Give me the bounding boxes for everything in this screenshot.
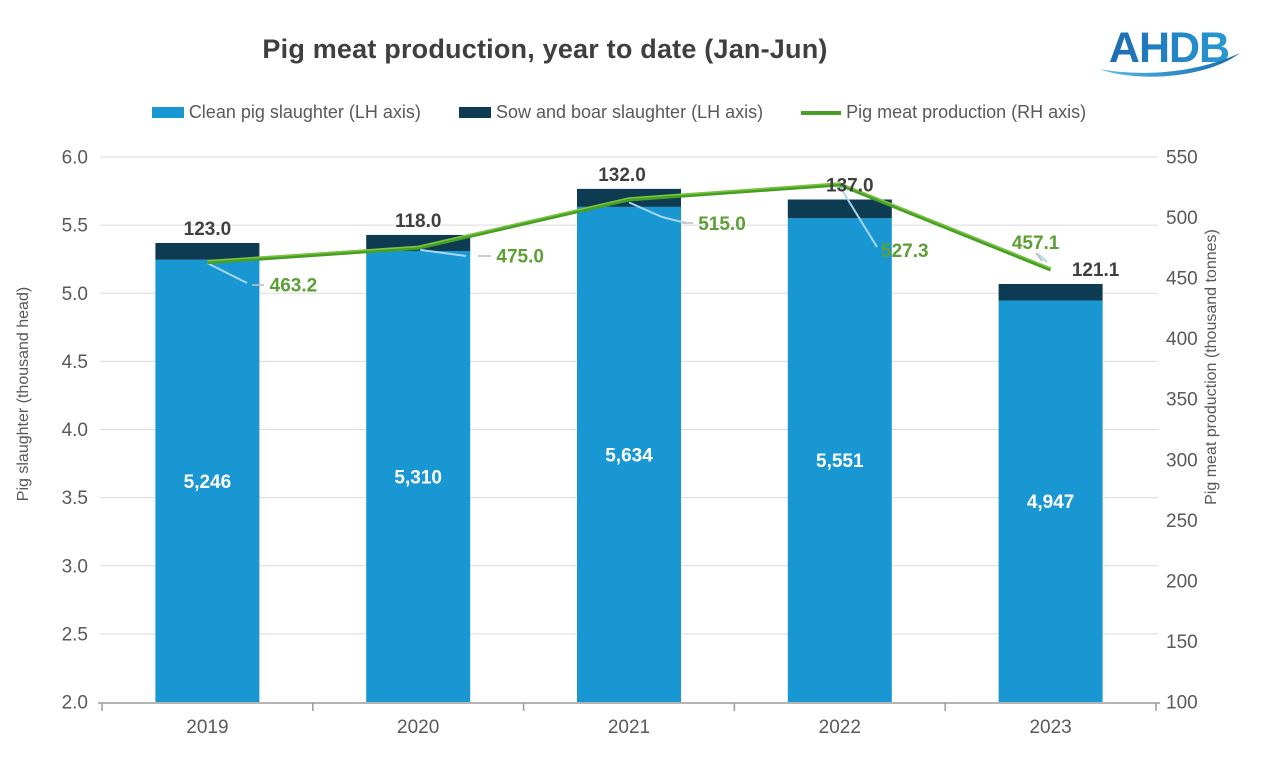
production-line-highlight	[207, 182, 1051, 269]
right-axis-tick-label: 500	[1166, 208, 1198, 229]
legend-item-production: Pig meat production (RH axis)	[801, 102, 1086, 123]
left-axis-tick-label: 2.5	[62, 624, 88, 645]
right-axis-tick-label: 150	[1166, 632, 1198, 653]
right-axis-tick-label: 450	[1166, 269, 1198, 290]
legend-swatch-production-line	[801, 110, 842, 115]
label-leader-dash	[1035, 252, 1043, 262]
sow-value-label-2020: 118.0	[395, 211, 442, 232]
x-axis-label-2020: 2020	[397, 717, 439, 738]
bar-clean-2019	[155, 259, 260, 702]
legend-label-sow-boar: Sow and boar slaughter (LH axis)	[495, 102, 764, 122]
right-axis-tick-label: 350	[1166, 390, 1198, 411]
right-axis-tick-label: 400	[1166, 329, 1198, 350]
x-axis-label-2023: 2023	[1029, 717, 1071, 738]
left-axis-tick-label: 3.0	[62, 556, 88, 577]
leader-line	[838, 185, 878, 248]
left-axis-tick-label: 6.0	[62, 148, 88, 169]
leader-line	[206, 262, 248, 284]
legend: Clean pig slaughter (LH axis) Sow and bo…	[0, 102, 1238, 123]
right-axis-tick-label: 300	[1166, 450, 1198, 471]
bar-sow-2020	[366, 234, 471, 252]
production-value-label-2021: 515.0	[698, 214, 746, 235]
leader-line	[1037, 253, 1048, 263]
leader-line	[628, 201, 687, 224]
sow-value-label-2021: 132.0	[598, 165, 646, 186]
sow-value-label-2022: 137.0	[826, 176, 874, 197]
bar-sow-2023	[998, 283, 1103, 301]
right-axis-tick-label: 550	[1166, 148, 1198, 169]
left-axis-tick-label: 5.0	[62, 284, 88, 305]
ahdb-logo-graphic: AHDB	[1099, 24, 1240, 77]
x-axis-label-2019: 2019	[186, 717, 228, 738]
right-axis-tick-label: 100	[1166, 693, 1198, 714]
leader-line	[420, 248, 467, 257]
bar-clean-2020	[366, 251, 471, 702]
bar-clean-2021	[577, 206, 681, 702]
sow-value-label-2023: 121.1	[1072, 260, 1120, 281]
ahdb-logo-swoosh	[1099, 53, 1240, 77]
bar-clean-2022	[787, 218, 892, 702]
sow-value-label-2019: 123.0	[184, 219, 232, 240]
x-axis-label-2022: 2022	[819, 717, 861, 738]
legend-swatch-clean-pig	[151, 107, 184, 118]
legend-label-clean-pig: Clean pig slaughter (LH axis)	[188, 102, 421, 122]
bar-sow-2019	[155, 242, 260, 260]
production-line	[207, 182, 1052, 272]
right-axis-tick-label: 200	[1166, 571, 1198, 592]
left-axis-tick-label: 4.0	[62, 420, 88, 441]
legend-item-clean-pig: Clean pig slaughter (LH axis)	[151, 102, 421, 123]
bar-value-label-2020: 5,310	[394, 468, 442, 489]
ahdb-logo: AHDB	[1093, 18, 1245, 84]
bar-value-label-2023: 4,947	[1027, 492, 1075, 513]
bar-value-label-2022: 5,551	[816, 451, 864, 472]
left-axis-tick-label: 5.5	[62, 216, 88, 237]
chart-title: Pig meat production, year to date (Jan-J…	[262, 34, 828, 64]
legend-item-sow-boar: Sow and boar slaughter (LH axis)	[458, 102, 764, 123]
right-axis-tick-label: 250	[1166, 511, 1198, 532]
production-value-label-2019: 463.2	[270, 276, 318, 297]
legend-swatch-sow-boar	[458, 107, 491, 118]
legend-label-production: Pig meat production (RH axis)	[846, 102, 1087, 122]
ahdb-logo-text: AHDB	[1109, 24, 1229, 72]
bar-value-label-2021: 5,634	[605, 445, 653, 466]
production-value-label-2022: 527.3	[881, 241, 929, 262]
bar-clean-2023	[998, 300, 1103, 702]
left-axis-tick-label: 4.5	[62, 352, 88, 373]
production-value-label-2020: 475.0	[496, 246, 544, 267]
left-axis-tick-label: 2.0	[62, 693, 88, 714]
production-value-label-2023: 457.1	[1012, 233, 1060, 254]
left-axis-tick-label: 3.5	[62, 488, 88, 509]
x-axis-label-2021: 2021	[608, 717, 650, 738]
bar-value-label-2019: 5,246	[184, 472, 232, 493]
bar-sow-2022	[787, 199, 892, 219]
